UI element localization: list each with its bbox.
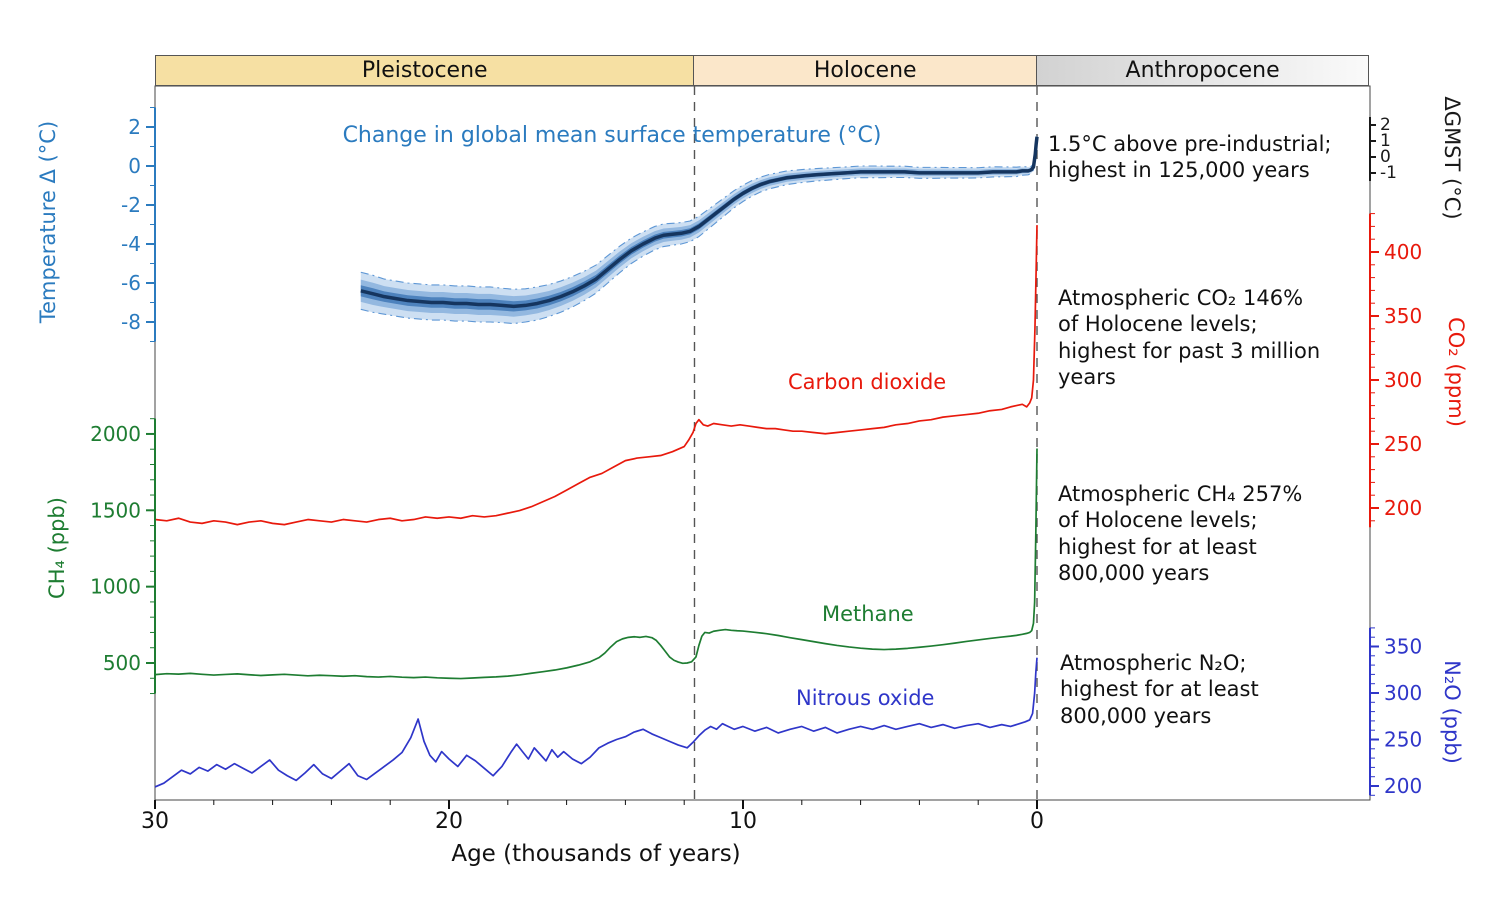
n2o-series-label: Nitrous oxide xyxy=(796,686,935,710)
temperature-tick-label: -8 xyxy=(121,310,141,334)
annotation-ch4: Atmospheric CH₄ 257% of Holocene levels;… xyxy=(1058,482,1303,586)
era-band-anthropocene: Anthropocene xyxy=(1036,55,1370,86)
n2o-tick-label: 250 xyxy=(1384,728,1422,752)
temperature-tick-label: -6 xyxy=(121,271,141,295)
annotation-n2o: Atmospheric N₂O; highest for at least 80… xyxy=(1060,651,1259,728)
n2o-tick-label: 350 xyxy=(1384,635,1422,659)
gmst-envelope-line xyxy=(360,138,1038,325)
gmst-tick-label: 2 xyxy=(1380,115,1391,135)
gmst-center-line xyxy=(360,136,1039,309)
co2-tick-label: 350 xyxy=(1384,304,1422,328)
gmst-tick-label: -1 xyxy=(1380,163,1397,183)
ch4-series-label: Methane xyxy=(822,602,914,626)
co2-tick-label: 300 xyxy=(1384,368,1422,392)
n2o-tick-label: 300 xyxy=(1384,681,1422,705)
gmst-axis-title: ΔGMST (°C) xyxy=(1440,96,1464,220)
ch4-tick-label: 2000 xyxy=(90,422,141,446)
gmst-tick-label: 1 xyxy=(1380,131,1391,151)
ch4-axis-title: CH₄ (ppb) xyxy=(45,497,69,599)
co2-tick-label: 400 xyxy=(1384,240,1422,264)
era-band-holocene: Holocene xyxy=(694,55,1037,86)
x-tick-label: 10 xyxy=(729,809,757,834)
annotation-co2: Atmospheric CO₂ 146% of Holocene levels;… xyxy=(1058,286,1321,390)
x-tick-label: 30 xyxy=(141,809,169,834)
x-tick-label: 20 xyxy=(435,809,463,834)
co2-line xyxy=(154,225,1038,526)
n2o-tick-label: 200 xyxy=(1384,774,1422,798)
n2o-line xyxy=(154,657,1038,788)
annotation-gmst: 1.5°C above pre-industrial; highest in 1… xyxy=(1048,132,1332,183)
gmst-uncertainty-band xyxy=(360,136,1037,312)
ch4-tick-label: 1000 xyxy=(90,575,141,599)
co2-series-label: Carbon dioxide xyxy=(788,370,947,394)
temperature-tick-label: 0 xyxy=(128,154,141,178)
n2o-axis-title: N₂O (ppb) xyxy=(1440,660,1464,764)
era-band-row: Pleistocene Holocene Anthropocene xyxy=(155,55,1370,86)
x-tick-label: 0 xyxy=(1030,809,1044,834)
temperature-tick-label: -4 xyxy=(121,232,141,256)
x-axis-title: Age (thousands of years) xyxy=(451,841,741,867)
era-label-anthropocene: Anthropocene xyxy=(1125,58,1280,83)
temperature-tick-label: 2 xyxy=(128,115,141,139)
co2-axis-title: CO₂ (ppm) xyxy=(1444,317,1468,427)
gmst-series-label: Change in global mean surface temperatur… xyxy=(342,123,882,148)
temperature-tick-label: -2 xyxy=(121,193,141,217)
ch4-tick-label: 1500 xyxy=(90,498,141,522)
era-label-holocene: Holocene xyxy=(813,58,917,83)
gmst-tick-label: 0 xyxy=(1380,147,1391,167)
co2-tick-label: 200 xyxy=(1384,496,1422,520)
gmst-envelope-line xyxy=(360,135,1038,290)
ch4-line xyxy=(154,448,1038,680)
era-label-pleistocene: Pleistocene xyxy=(361,58,488,83)
ch4-tick-label: 500 xyxy=(103,651,141,675)
era-band-pleistocene: Pleistocene xyxy=(155,55,695,86)
co2-tick-label: 250 xyxy=(1384,432,1422,456)
temperature-axis-title: Temperature Δ (°C) xyxy=(36,120,60,324)
